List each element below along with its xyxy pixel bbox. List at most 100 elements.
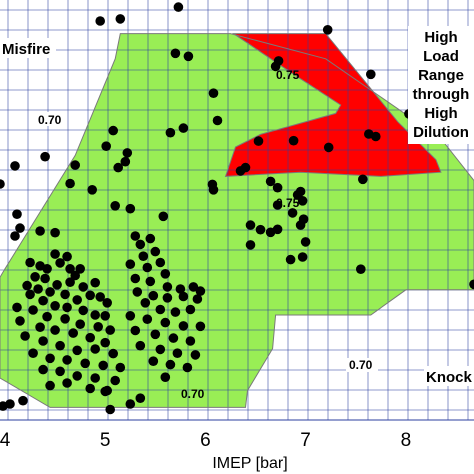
high-load-label-line: High <box>424 29 457 46</box>
x-tick-label: 4 <box>0 430 11 451</box>
data-point <box>100 386 110 397</box>
data-point <box>60 314 70 324</box>
data-point <box>45 287 55 297</box>
high-load-label-line: Range <box>418 67 464 84</box>
data-point <box>150 329 161 340</box>
knock-label: Knock <box>426 369 473 386</box>
misfire-label-bg <box>0 38 56 58</box>
data-point <box>240 162 251 173</box>
data-point <box>366 69 376 80</box>
data-point <box>140 298 151 308</box>
data-point <box>80 358 90 369</box>
data-point <box>70 160 80 170</box>
data-point <box>322 25 333 35</box>
data-point <box>142 262 153 273</box>
high-load-label-bg <box>408 26 474 144</box>
high-load-label-line: Load <box>423 48 459 65</box>
data-point <box>65 277 75 288</box>
data-point <box>0 179 5 189</box>
data-point <box>85 332 95 343</box>
data-point <box>178 291 189 302</box>
data-points-layer <box>0 2 474 415</box>
data-point <box>148 356 159 367</box>
data-point <box>265 176 276 187</box>
contour-label: 0.75 <box>276 68 300 82</box>
data-point <box>150 246 161 257</box>
data-point <box>285 254 296 265</box>
data-point <box>40 151 50 162</box>
data-point <box>165 127 176 138</box>
data-point <box>295 220 306 230</box>
data-point <box>38 336 48 346</box>
data-point <box>50 249 60 259</box>
data-point <box>22 280 32 291</box>
x-tick-labels: 4 5 6 7 8 <box>0 430 411 451</box>
data-point <box>25 289 35 300</box>
data-point <box>165 359 176 370</box>
data-point <box>155 257 166 268</box>
data-point <box>40 273 50 284</box>
data-point <box>25 257 35 268</box>
data-point <box>115 362 126 373</box>
contour-label-bg <box>37 112 67 126</box>
data-point <box>469 279 474 290</box>
data-point <box>162 293 173 303</box>
data-point <box>188 282 199 292</box>
data-point <box>371 131 381 142</box>
data-point <box>288 135 299 146</box>
data-point <box>300 237 311 247</box>
data-point <box>185 304 196 315</box>
region-labels: Misfire High Load Range through High Dil… <box>0 26 474 386</box>
data-point <box>287 208 298 218</box>
data-point <box>42 311 52 322</box>
data-point <box>245 220 256 230</box>
data-point <box>90 344 100 354</box>
data-point <box>90 373 100 383</box>
data-point <box>173 2 184 12</box>
data-point <box>110 201 120 211</box>
data-point <box>62 378 72 388</box>
data-point <box>55 340 65 351</box>
data-point <box>356 264 366 275</box>
data-point <box>52 280 62 290</box>
data-point <box>60 289 70 300</box>
data-point <box>65 178 75 189</box>
high-load-region-outline <box>224 33 442 177</box>
data-point <box>195 286 206 296</box>
data-point <box>185 336 196 346</box>
data-point <box>297 252 308 262</box>
data-point <box>65 264 75 274</box>
data-point <box>135 239 146 250</box>
data-point <box>68 328 78 338</box>
data-point <box>272 200 283 210</box>
data-point <box>50 227 60 238</box>
contour-label-bg <box>346 358 378 372</box>
contour-label: 0.70 <box>349 358 373 372</box>
data-point <box>90 310 100 320</box>
x-axis: 4 5 6 7 8 IMEP [bar] <box>0 419 474 474</box>
data-point <box>95 16 105 26</box>
data-point <box>160 372 171 383</box>
data-point <box>28 305 38 315</box>
data-point <box>113 162 123 173</box>
data-point <box>135 340 146 351</box>
data-point <box>90 277 100 288</box>
data-point <box>75 264 85 274</box>
data-point <box>95 292 105 302</box>
data-point <box>172 348 183 359</box>
contour-label: 0.70 <box>181 387 205 401</box>
data-point <box>62 302 72 313</box>
data-point <box>108 348 118 359</box>
data-point <box>145 233 156 244</box>
x-tick-label: 5 <box>100 430 111 451</box>
data-point <box>155 344 166 355</box>
data-point <box>101 141 111 151</box>
data-point <box>162 282 173 292</box>
data-point <box>12 209 22 219</box>
data-point <box>178 321 189 331</box>
x-axis-band <box>0 420 474 474</box>
data-point <box>170 48 181 59</box>
data-point <box>190 350 201 360</box>
x-axis-label: IMEP [bar] <box>212 455 287 472</box>
